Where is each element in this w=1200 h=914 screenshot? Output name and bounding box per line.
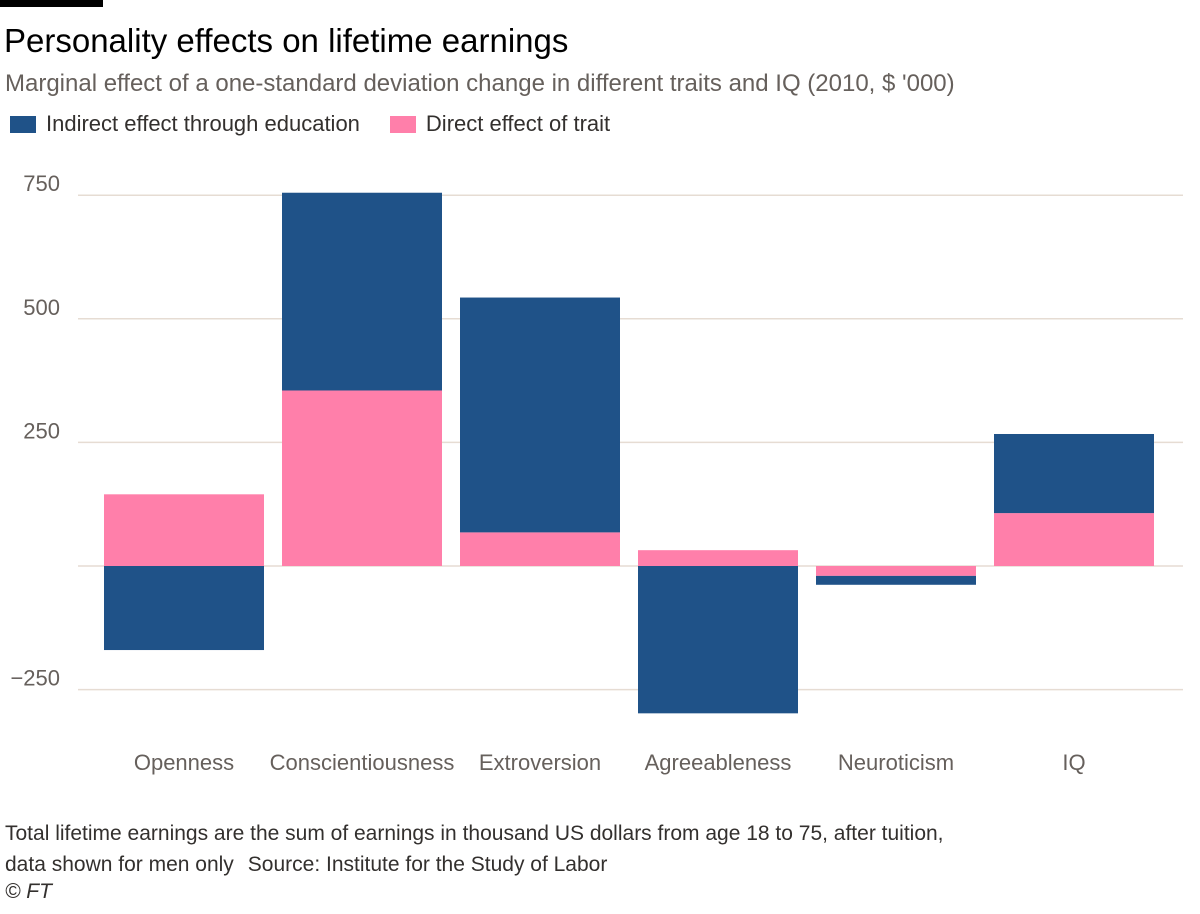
footnote-line-1: Total lifetime earnings are the sum of e… (5, 822, 944, 845)
chart-title: Personality effects on lifetime earnings (4, 22, 569, 59)
bar-neuroticism-direct (816, 566, 976, 576)
x-tick-label: IQ (1062, 750, 1085, 775)
bar-conscientiousness-direct (282, 390, 442, 566)
bar-neuroticism-indirect (816, 575, 976, 585)
y-tick-label: −250 (10, 666, 60, 691)
legend-label-indirect: Indirect effect through education (46, 111, 360, 136)
bar-agreeableness-indirect (638, 566, 798, 714)
x-tick-label: Conscientiousness (270, 750, 455, 775)
chart-plot: −250 250 500 750 Openness Conscientiousness Ex… (10, 171, 1183, 775)
footnote-line-2: data shown for men only Source: Institute… (5, 849, 944, 880)
legend-swatch-direct (389, 115, 416, 133)
bar-extroversion-indirect (460, 297, 620, 533)
top-rule (0, 0, 103, 7)
footnote: Total lifetime earnings are the sum of e… (5, 818, 944, 880)
bar-openness-indirect (104, 566, 264, 651)
x-tick-label: Openness (134, 750, 234, 775)
bar-iq-indirect (994, 433, 1154, 514)
footnote-note: data shown for men only (5, 853, 234, 876)
x-tick-label: Agreeableness (645, 750, 792, 775)
bar-conscientiousness-indirect (282, 192, 442, 391)
legend-swatch-indirect (10, 115, 36, 133)
bar-agreeableness-direct (638, 550, 798, 566)
legend-item-indirect: Indirect effect through education (10, 111, 360, 137)
copyright: © FT (5, 880, 52, 903)
x-tick-label: Extroversion (479, 750, 601, 775)
bar-iq-direct (994, 513, 1154, 566)
y-tick-label: 250 (23, 418, 60, 443)
x-tick-label: Neuroticism (838, 750, 954, 775)
bar-openness-direct (104, 494, 264, 566)
legend: Indirect effect through education Direct… (10, 111, 640, 137)
legend-item-direct: Direct effect of trait (389, 111, 611, 137)
chart-subtitle: Marginal effect of a one-standard deviat… (5, 70, 955, 97)
footnote-source: Source: Institute for the Study of Labor (247, 853, 608, 876)
bar-extroversion-direct (460, 532, 620, 566)
y-tick-label: 750 (23, 171, 60, 196)
y-tick-label: 500 (23, 295, 60, 320)
legend-label-direct: Direct effect of trait (425, 111, 611, 136)
